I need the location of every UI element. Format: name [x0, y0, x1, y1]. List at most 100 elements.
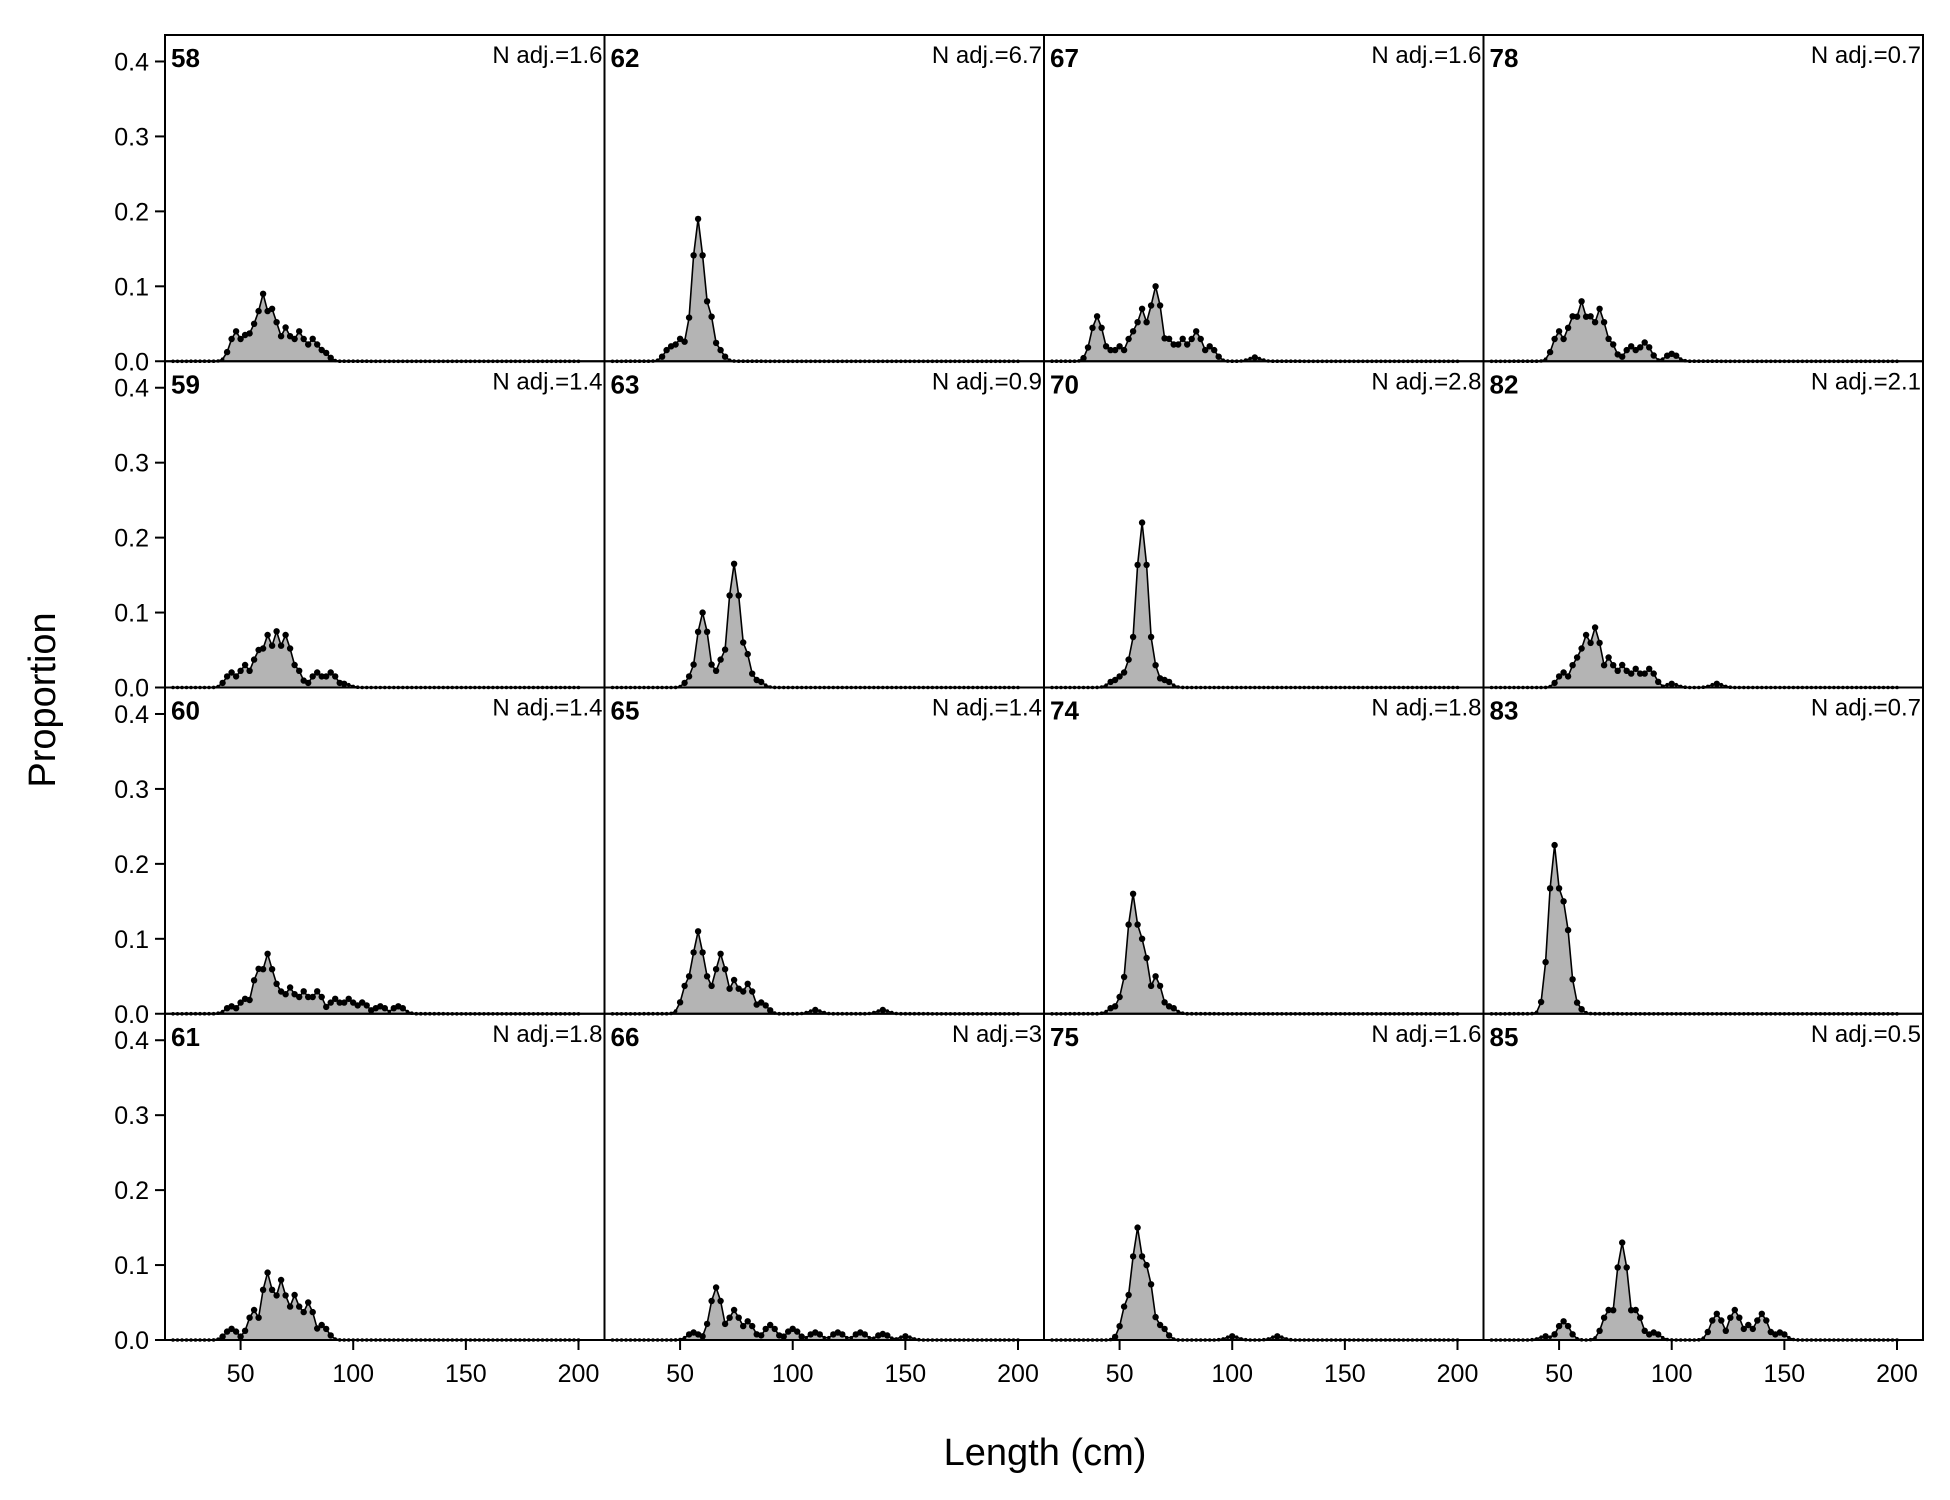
area-60 — [173, 953, 579, 1014]
point-78-42 — [1678, 357, 1683, 361]
point-58-31 — [309, 335, 316, 342]
point-59-15 — [237, 667, 244, 674]
point-67-11 — [1098, 324, 1105, 331]
point-82-18 — [1569, 662, 1576, 669]
line-74 — [1052, 893, 1458, 1015]
point-60-26 — [286, 984, 294, 991]
point-59-28 — [296, 667, 303, 674]
x-tick-label-75-2: 150 — [1324, 1360, 1366, 1388]
panel-label-61: 61 — [171, 1022, 200, 1052]
point-63-30 — [744, 650, 751, 658]
point-61-19 — [255, 1314, 262, 1321]
point-75-16 — [1120, 1303, 1128, 1310]
area-74 — [1052, 893, 1458, 1014]
point-74-28 — [1176, 1009, 1180, 1014]
point-60-30 — [305, 993, 312, 1001]
point-67-20 — [1138, 305, 1146, 312]
point-67-19 — [1134, 319, 1141, 326]
point-63-25 — [721, 646, 729, 653]
point-65-19 — [694, 928, 702, 935]
point-83-17 — [1564, 926, 1572, 934]
point-65-61 — [885, 1009, 890, 1013]
panel-frame-63 — [603, 360, 1045, 689]
panels-layer: 58 N adj.=1.6 62 N adj.=6.7 67 N adj.=1.6 78 N … — [164, 34, 1924, 1342]
line-63 — [612, 563, 1018, 689]
point-66-42 — [798, 1333, 805, 1340]
area-61 — [173, 1272, 579, 1340]
point-70-15 — [1116, 673, 1123, 680]
point-85-12 — [1542, 1333, 1549, 1340]
point-82-23 — [1591, 624, 1599, 631]
point-65-21 — [703, 973, 711, 980]
point-65-14 — [673, 1009, 678, 1013]
point-75-17 — [1125, 1291, 1132, 1299]
panel-82: 82 N adj.=2.1 — [1482, 360, 1924, 690]
point-82-40 — [1668, 680, 1675, 687]
point-74-21 — [1143, 954, 1150, 962]
point-59-36 — [332, 673, 339, 680]
point-59-34 — [323, 673, 330, 680]
panel-74: 74 N adj.=1.8 — [1043, 686, 1485, 1016]
point-66-21 — [703, 1320, 711, 1328]
panel-frame-82 — [1482, 360, 1924, 689]
panel-65: 65 N adj.=1.4 — [603, 686, 1045, 1016]
point-59-12 — [223, 673, 231, 680]
panel-frame-62 — [603, 34, 1045, 363]
point-59-30 — [305, 679, 312, 687]
point-75-41 — [1234, 1335, 1239, 1339]
point-66-65 — [902, 1333, 909, 1340]
x-tick-label-66-2: 150 — [885, 1360, 927, 1388]
point-67-32 — [1193, 328, 1200, 335]
point-60-27 — [291, 991, 298, 998]
point-67-29 — [1179, 335, 1186, 342]
point-58-24 — [277, 333, 285, 340]
point-74-14 — [1111, 1003, 1119, 1010]
point-58-29 — [300, 335, 307, 343]
point-65-59 — [876, 1009, 881, 1013]
y-tick-label-60-4: 0.4 — [114, 701, 149, 729]
panel-frame-70 — [1043, 360, 1485, 689]
point-85-58 — [1749, 1325, 1757, 1333]
point-82-27 — [1610, 662, 1617, 669]
panel-61: 61 N adj.=1.8 — [164, 1012, 606, 1342]
panel-63: 63 N adj.=0.9 — [603, 360, 1045, 690]
point-60-17 — [246, 996, 253, 1004]
point-74-27 — [1170, 1005, 1177, 1012]
panel-78: 78 N adj.=0.7 — [1482, 34, 1924, 364]
point-59-35 — [327, 669, 334, 676]
point-74-24 — [1156, 982, 1164, 990]
point-67-7 — [1080, 354, 1087, 362]
point-75-39 — [1225, 1335, 1230, 1339]
panel-label-83: 83 — [1490, 696, 1519, 726]
area-58 — [173, 293, 579, 362]
point-66-53 — [849, 1335, 854, 1340]
panel-label-60: 60 — [171, 696, 200, 726]
point-85-56 — [1740, 1325, 1748, 1333]
point-78-26 — [1605, 335, 1612, 342]
point-82-34 — [1641, 670, 1648, 677]
point-60-51 — [399, 1005, 406, 1012]
point-85-16 — [1560, 1318, 1567, 1325]
point-82-29 — [1619, 661, 1626, 669]
x-tick-label-66-1: 100 — [772, 1360, 814, 1388]
point-66-35 — [767, 1321, 774, 1329]
area-59 — [173, 631, 579, 688]
point-59-31 — [309, 673, 316, 680]
point-75-49 — [1271, 1335, 1275, 1339]
point-67-18 — [1129, 328, 1137, 335]
point-83-12 — [1542, 958, 1549, 966]
point-59-27 — [291, 661, 298, 669]
point-74-20 — [1138, 935, 1146, 942]
point-82-19 — [1573, 654, 1581, 661]
point-85-54 — [1731, 1306, 1739, 1314]
n-adj-label-78: N adj.=0.7 — [1811, 42, 1921, 69]
point-65-26 — [726, 985, 733, 992]
point-82-36 — [1650, 670, 1657, 677]
point-59-25 — [282, 631, 289, 639]
point-60-23 — [273, 980, 280, 987]
point-85-26 — [1605, 1306, 1612, 1314]
x-tick-label-85-3: 200 — [1876, 1360, 1918, 1388]
point-61-16 — [241, 1327, 249, 1335]
point-85-53 — [1727, 1314, 1734, 1321]
point-58-28 — [296, 328, 303, 335]
